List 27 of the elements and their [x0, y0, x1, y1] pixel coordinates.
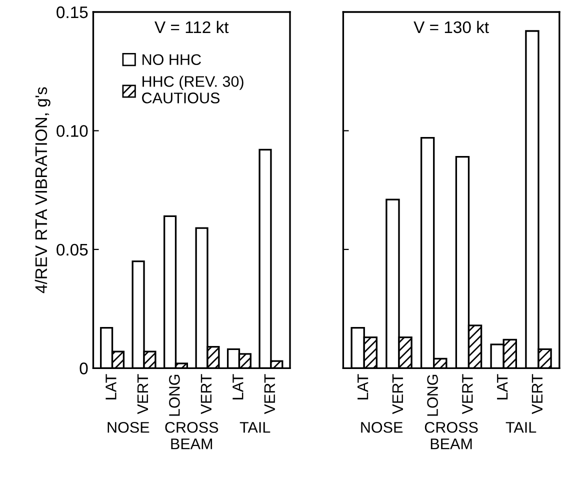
text: NOSE — [108, 422, 150, 433]
x-tick-label: LONG — [427, 374, 438, 416]
x-tick-label: VERT — [200, 374, 212, 414]
x-tick-label: LAT — [497, 374, 508, 400]
text: TAIL — [240, 422, 270, 433]
y-tick-label: 0 — [80, 362, 88, 374]
x-tick-label: LAT — [232, 374, 244, 400]
y-tick-label: 0.05 — [56, 244, 88, 256]
x-tick-label: LONG — [169, 374, 180, 416]
y-tick-label: 0.15 — [56, 6, 88, 18]
legend-label: HHC (REV. 30) CAUTIOUS — [142, 76, 244, 104]
text: TAIL — [506, 422, 536, 433]
text: NOSE — [361, 422, 403, 433]
chart-title: V = 112 kt — [154, 20, 229, 34]
chart-title: V = 130 kt — [414, 20, 489, 34]
text: CROSS BEAM — [165, 422, 218, 450]
x-tick-label: LAT — [358, 374, 368, 400]
text: CROSS BEAM — [424, 422, 478, 450]
y-tick-label: 0.10 — [56, 125, 88, 137]
y-axis-title: 4/REV RTA VIBRATION, g's — [34, 87, 50, 294]
legend-label: NO HHC — [142, 54, 201, 66]
x-tick-label: VERT — [392, 374, 403, 414]
x-tick-label: VERT — [137, 374, 148, 414]
x-tick-label: VERT — [462, 374, 473, 414]
x-tick-label: LAT — [106, 374, 116, 400]
x-tick-label: VERT — [264, 374, 275, 414]
x-tick-label: VERT — [532, 374, 542, 414]
